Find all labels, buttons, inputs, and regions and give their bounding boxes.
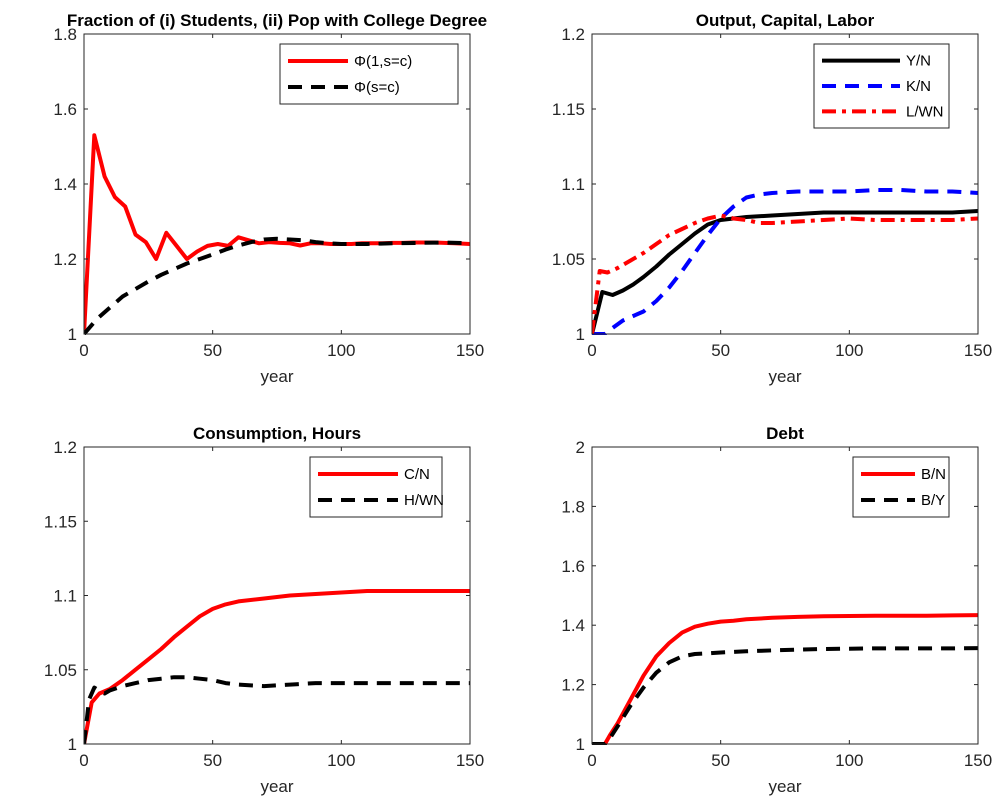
- axes-frame: [591, 446, 979, 745]
- chart-panel-2: 0 50 100 150 1 1.05 1.1 1.15 1.2 year Output, Capi…: [552, 11, 992, 386]
- series-line-1: [84, 589, 470, 745]
- y-tick-label: 1: [576, 735, 585, 754]
- legend: Φ(1,s=c) Φ(s=c): [279, 43, 459, 105]
- legend-box: [279, 43, 459, 105]
- x-axis-label: year: [260, 367, 293, 386]
- series-line-2: [592, 188, 978, 335]
- legend-box: [852, 456, 950, 518]
- y-tick-label: 1.1: [53, 587, 77, 606]
- legend: B/N B/Y: [852, 456, 950, 518]
- legend-box: [309, 456, 443, 518]
- y-tick-label: 1.05: [44, 661, 77, 680]
- x-axis-label: year: [768, 777, 801, 796]
- y-tick-label: 1.8: [53, 25, 77, 44]
- legend-label: C/N: [404, 466, 430, 483]
- x-tick-label: 150: [456, 341, 484, 360]
- legend-label: L/WN: [906, 103, 944, 120]
- x-tick-label: 100: [327, 341, 355, 360]
- y-tick-label: 1: [68, 735, 77, 754]
- x-tick-label: 0: [79, 751, 88, 770]
- legend-label: B/Y: [921, 492, 945, 509]
- y-tick-label: 1.05: [552, 250, 585, 269]
- legend-label: K/N: [906, 78, 931, 95]
- y-tick-label: 1.1: [561, 175, 585, 194]
- x-tick-label: 100: [327, 751, 355, 770]
- y-tick-label: 1: [68, 325, 77, 344]
- y-tick-label: 1.2: [561, 676, 585, 695]
- legend-label: B/N: [921, 466, 946, 483]
- y-tick-label: 1.15: [44, 512, 77, 531]
- x-tick-label: 0: [587, 341, 596, 360]
- chart-title: Fraction of (i) Students, (ii) Pop with …: [67, 11, 487, 30]
- legend: C/N H/WN: [309, 456, 444, 518]
- x-tick-label: 150: [964, 751, 992, 770]
- x-tick-label: 50: [711, 341, 730, 360]
- legend-label: Φ(s=c): [354, 79, 400, 96]
- chart-title: Debt: [766, 424, 804, 443]
- chart-panel-4: 0 50 100 150 1 1.2 1.4 1.6 1.8 2 year Debt B/N B/Y: [561, 424, 992, 796]
- series-line-1: [84, 133, 470, 335]
- legend-label: Y/N: [906, 53, 931, 70]
- x-tick-label: 50: [711, 751, 730, 770]
- x-tick-label: 100: [835, 341, 863, 360]
- y-tick-label: 1.4: [561, 616, 585, 635]
- series-line-3: [592, 213, 978, 335]
- y-tick-label: 1.2: [53, 438, 77, 457]
- series-line-2: [592, 646, 978, 745]
- x-tick-label: 150: [456, 751, 484, 770]
- x-tick-label: 0: [587, 751, 596, 770]
- y-tick-label: 1.6: [53, 100, 77, 119]
- y-tick-label: 1.15: [552, 100, 585, 119]
- y-tick-label: 1.4: [53, 175, 77, 194]
- y-tick-label: 1: [576, 325, 585, 344]
- x-tick-label: 50: [203, 341, 222, 360]
- y-tick-label: 2: [576, 438, 585, 457]
- chart-panel-3: 0 50 100 150 1 1.05 1.1 1.15 1.2 year Consumption,…: [44, 424, 484, 796]
- chart-panel-1: 0 50 100 150 1 1.2 1.4 1.6 1.8 year Fraction of (i…: [53, 11, 487, 386]
- x-tick-label: 100: [835, 751, 863, 770]
- y-tick-label: 1.8: [561, 497, 585, 516]
- x-tick-label: 50: [203, 751, 222, 770]
- series-line-2: [84, 675, 470, 745]
- x-tick-label: 150: [964, 341, 992, 360]
- series-line-1: [592, 613, 978, 745]
- x-axis-label: year: [260, 777, 293, 796]
- y-tick-label: 1.6: [561, 557, 585, 576]
- x-axis-label: year: [768, 367, 801, 386]
- legend-label: Φ(1,s=c): [354, 53, 412, 70]
- chart-title: Output, Capital, Labor: [696, 11, 875, 30]
- series-line-2: [84, 236, 470, 335]
- chart-title: Consumption, Hours: [193, 424, 361, 443]
- y-tick-label: 1.2: [53, 250, 77, 269]
- legend: Y/N K/N L/WN: [813, 43, 950, 129]
- x-tick-label: 0: [79, 341, 88, 360]
- series-line-1: [592, 209, 978, 335]
- y-tick-label: 1.2: [561, 25, 585, 44]
- legend-label: H/WN: [404, 492, 444, 509]
